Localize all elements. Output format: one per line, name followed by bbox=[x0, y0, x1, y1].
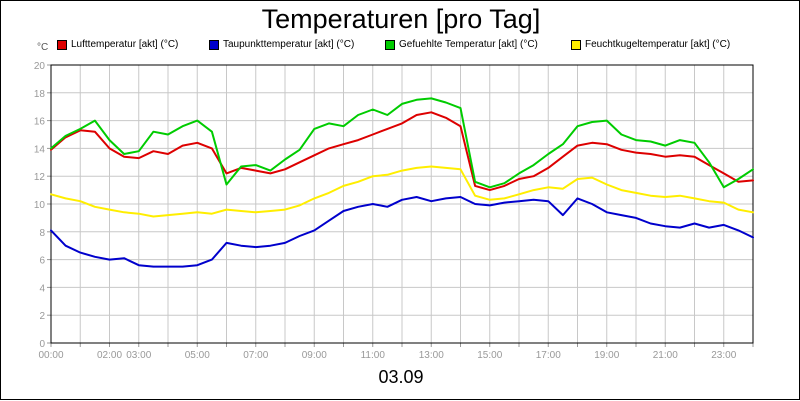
x-tick-label: 23:00 bbox=[711, 350, 736, 361]
y-tick-label: 2 bbox=[39, 311, 45, 322]
x-tick-label: 13:00 bbox=[419, 350, 444, 361]
legend-swatch bbox=[209, 39, 219, 50]
legend-item: Feuchtkugeltemperatur [akt] (°C) bbox=[571, 39, 730, 50]
y-tick-label: 12 bbox=[34, 172, 46, 183]
x-tick-label: 07:00 bbox=[243, 350, 268, 361]
legend-swatch bbox=[385, 39, 395, 50]
chart-title: Temperaturen [pro Tag] bbox=[261, 4, 541, 34]
x-tick-label: 15:00 bbox=[477, 350, 502, 361]
series-line-2 bbox=[50, 196, 754, 268]
x-tick-label: 02:00 bbox=[97, 350, 122, 361]
y-tick-label: 14 bbox=[34, 144, 46, 155]
plot-border bbox=[50, 64, 754, 344]
y-tick-label: 6 bbox=[39, 256, 45, 267]
legend-item: Gefuehlte Temperatur [akt] (°C) bbox=[385, 39, 538, 50]
y-tick-label: 4 bbox=[39, 283, 45, 294]
series-line-1 bbox=[50, 111, 754, 192]
x-tick-label: 03:00 bbox=[126, 350, 151, 361]
x-tick-label: 17:00 bbox=[536, 350, 561, 361]
x-tick-label: 21:00 bbox=[653, 350, 678, 361]
legend-item: Lufttemperatur [akt] (°C) bbox=[57, 39, 178, 50]
y-tick-label: 16 bbox=[34, 117, 46, 128]
legend-label: Lufttemperatur [akt] (°C) bbox=[71, 39, 179, 50]
legend-swatch bbox=[571, 39, 581, 50]
y-tick-label: 20 bbox=[34, 61, 46, 72]
x-tick-label: 19:00 bbox=[594, 350, 619, 361]
legend-item: Taupunkttemperatur [akt] (°C) bbox=[209, 39, 354, 50]
x-tick-label: 11:00 bbox=[361, 350, 386, 361]
series-line-4 bbox=[50, 165, 754, 218]
x-axis-caption: 03.09 bbox=[378, 367, 424, 387]
legend-label: Taupunkttemperatur [akt] (°C) bbox=[223, 39, 355, 50]
legend-label: Feuchtkugeltemperatur [akt] (°C) bbox=[585, 39, 731, 50]
legend-swatch bbox=[57, 39, 67, 50]
y-tick-label: 10 bbox=[34, 200, 46, 211]
x-tick-label: 09:00 bbox=[302, 350, 327, 361]
y-tick-label: 0 bbox=[39, 339, 45, 350]
series-line-3 bbox=[50, 97, 754, 189]
y-tick-label: 18 bbox=[34, 89, 46, 100]
y-axis-unit: °C bbox=[37, 42, 49, 53]
legend-label: Gefuehlte Temperatur [akt] (°C) bbox=[399, 39, 538, 50]
x-tick-label: 05:00 bbox=[185, 350, 210, 361]
x-tick-label: 00:00 bbox=[38, 350, 63, 361]
y-tick-label: 8 bbox=[39, 228, 45, 239]
